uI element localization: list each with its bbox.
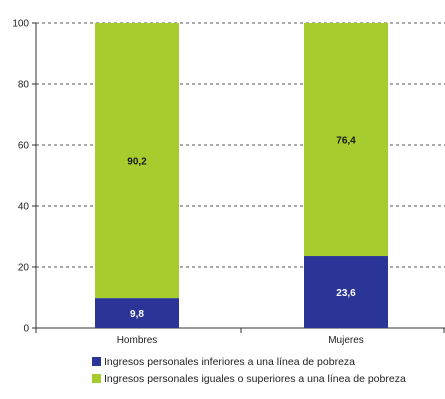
y-tick-label-100: 100 — [12, 19, 29, 30]
y-tick-label-40: 40 — [18, 202, 30, 213]
y-tick-label-20: 20 — [18, 263, 30, 274]
legend-item-inferiores: Ingresos personales inferiores a una lín… — [92, 353, 406, 370]
x-tick-label-mujeres: Mujeres — [328, 335, 364, 345]
legend-item-superiores: Ingresos personales iguales o superiores… — [92, 370, 406, 387]
legend-label-superiores: Ingresos personales iguales o superiores… — [104, 372, 406, 385]
x-tick-label-hombres: Hombres — [117, 335, 158, 345]
y-tick-label-60: 60 — [18, 141, 30, 152]
bar-mujeres-inferiores — [304, 256, 388, 328]
y-tick-label-0: 0 — [23, 324, 29, 335]
legend: Ingresos personales inferiores a una lín… — [92, 353, 406, 387]
data-label-hombres-superiores: 90,2 — [127, 157, 147, 168]
stacked-bar-chart: 0 20 40 60 80 100 9,8 90,2 Hombres 23,6 76,4 Mujere… — [12, 19, 445, 346]
data-label-mujeres-inferiores: 23,6 — [336, 288, 356, 299]
legend-swatch-inferiores — [92, 357, 101, 366]
data-label-hombres-inferiores: 9,8 — [130, 309, 144, 320]
bar-hombres-inferiores — [95, 298, 179, 328]
bar-mujeres-superiores — [304, 23, 388, 257]
bar-hombres-superiores — [95, 23, 179, 299]
legend-label-inferiores: Ingresos personales inferiores a una lín… — [104, 355, 355, 368]
y-tick-label-80: 80 — [18, 80, 30, 91]
data-label-mujeres-superiores: 76,4 — [336, 136, 356, 147]
legend-swatch-superiores — [92, 374, 101, 383]
